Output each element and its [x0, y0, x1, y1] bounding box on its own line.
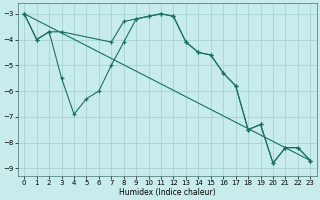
- X-axis label: Humidex (Indice chaleur): Humidex (Indice chaleur): [119, 188, 216, 197]
